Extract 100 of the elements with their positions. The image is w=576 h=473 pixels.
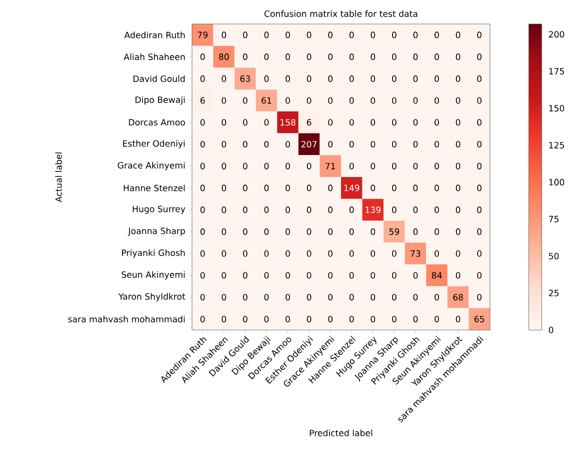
- data-label: 0: [306, 75, 312, 82]
- data-label: 0: [370, 140, 376, 148]
- data-label: 0: [392, 140, 396, 148]
- data-label: 0: [392, 54, 396, 60]
- data-label: 0: [434, 206, 439, 214]
- data-label: 0: [370, 316, 376, 322]
- data-label: 6: [306, 119, 312, 126]
- data-label: 0: [200, 294, 205, 300]
- data-label: 0: [477, 206, 482, 214]
- data-label: 73: [410, 250, 420, 257]
- data-label: 0: [434, 228, 439, 235]
- data-label: 0: [392, 206, 396, 214]
- y-tick-label: Dipo Bewaji: [136, 96, 185, 105]
- data-label: 0: [328, 272, 333, 279]
- data-label: 0: [328, 140, 333, 148]
- data-label: 0: [456, 54, 460, 60]
- color-bar-label: 125: [549, 142, 564, 148]
- data-label: 0: [477, 162, 482, 170]
- data-label: 59: [389, 228, 400, 235]
- data-label: 0: [392, 119, 396, 126]
- data-label: 0: [328, 75, 333, 82]
- y-tick-label: Aliah Shaheen: [124, 53, 185, 60]
- data-label: 0: [286, 250, 290, 257]
- data-label: 0: [264, 272, 269, 279]
- data-label: 0: [222, 250, 226, 257]
- data-label: 0: [349, 119, 354, 126]
- data-label: 0: [413, 294, 418, 300]
- data-label: 0: [200, 119, 205, 126]
- data-label: 0: [222, 97, 226, 104]
- data-label: 0: [370, 162, 376, 170]
- data-label: 0: [413, 184, 418, 192]
- y-axis-title: Actual label: [55, 152, 62, 202]
- data-label: 0: [477, 54, 482, 60]
- data-label: 0: [392, 316, 396, 322]
- data-label: 0: [243, 184, 248, 192]
- y-tick-label: Seun Akinyemi: [122, 271, 185, 280]
- data-label: 0: [456, 316, 460, 322]
- data-label: 0: [349, 162, 354, 170]
- data-label: 0: [434, 75, 439, 82]
- data-label: 0: [286, 184, 290, 192]
- y-tick-label: David Gould: [133, 75, 185, 82]
- data-label: 0: [243, 250, 248, 257]
- data-label: 0: [477, 119, 482, 126]
- data-label: 0: [286, 272, 290, 279]
- data-label: 0: [328, 97, 333, 104]
- data-label: 0: [413, 97, 418, 104]
- data-label: 0: [264, 162, 269, 170]
- data-label: 0: [328, 119, 333, 126]
- data-label: 0: [286, 32, 290, 38]
- data-label: 0: [392, 162, 396, 170]
- data-label: 0: [477, 250, 482, 257]
- data-label: 0: [264, 140, 269, 148]
- data-label: 0: [477, 32, 482, 38]
- data-label: 0: [306, 32, 312, 38]
- data-label: 0: [456, 272, 460, 279]
- color-bar-label: 150: [549, 105, 564, 112]
- data-label: 0: [200, 184, 205, 192]
- data-label: 0: [392, 294, 396, 300]
- data-label: 0: [456, 206, 460, 214]
- y-tick-label: Grace Akinyemi: [118, 162, 185, 170]
- data-label: 65: [474, 316, 484, 322]
- x-axis-title: Predicted label: [310, 430, 372, 436]
- data-label: 0: [349, 75, 354, 82]
- data-label: 0: [370, 32, 376, 38]
- data-label: 0: [306, 228, 312, 235]
- data-label: 0: [413, 272, 418, 279]
- color-bar-label: 200: [548, 31, 564, 38]
- data-label: 0: [477, 75, 482, 82]
- data-label: 61: [262, 97, 272, 104]
- data-label: 63: [240, 75, 250, 82]
- data-label: 0: [243, 97, 248, 104]
- data-label: 0: [222, 206, 226, 214]
- data-label: 0: [286, 75, 290, 82]
- data-label: 0: [286, 228, 290, 235]
- data-label: 0: [328, 228, 333, 235]
- data-label: 0: [413, 119, 418, 126]
- data-label: 0: [370, 294, 376, 300]
- data-label: 0: [477, 184, 482, 192]
- data-label: 0: [434, 294, 439, 300]
- data-label: 0: [222, 184, 226, 192]
- data-label: 0: [306, 272, 312, 279]
- data-label: 0: [200, 206, 205, 214]
- data-label: 0: [477, 272, 482, 279]
- data-label: 0: [328, 206, 333, 214]
- data-label: 0: [349, 140, 354, 148]
- data-label: 0: [349, 294, 354, 300]
- data-label: 0: [477, 228, 482, 235]
- data-label: 0: [349, 54, 354, 60]
- data-label: 0: [200, 228, 205, 235]
- y-tick-label: Hugo Surrey: [132, 206, 186, 214]
- data-label: 0: [328, 316, 333, 322]
- data-label: 0: [286, 316, 290, 322]
- data-label: 0: [200, 140, 205, 148]
- data-label: 0: [456, 140, 460, 148]
- data-label: 0: [328, 250, 333, 257]
- data-label: 0: [434, 97, 439, 104]
- data-label: 0: [434, 32, 439, 38]
- data-label: 0: [306, 294, 312, 300]
- data-label: 0: [434, 316, 439, 322]
- y-tick-label: Joanna Sharp: [128, 227, 185, 236]
